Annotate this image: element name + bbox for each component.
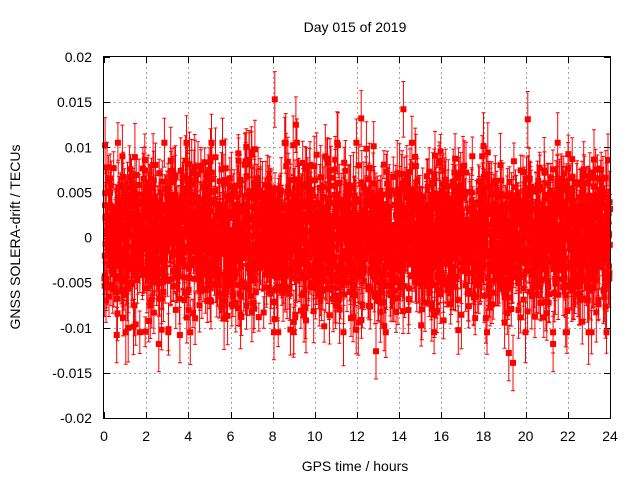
x-tick-label: 18 (476, 428, 492, 444)
x-tick-label: 4 (184, 428, 192, 444)
y-tick-label: -0.015 (52, 365, 92, 381)
chart-title: Day 015 of 2019 (304, 19, 407, 35)
y-tick-label: -0.005 (52, 275, 92, 291)
x-tick-label: 14 (391, 428, 407, 444)
x-axis-ticks: 0 2 4 6 8 10 12 14 16 18 20 22 24 (100, 57, 618, 444)
x-axis-label: GPS time / hours (302, 458, 409, 474)
y-tick-label: 0.02 (65, 49, 92, 65)
data-points (101, 96, 614, 366)
x-tick-label: 20 (518, 428, 534, 444)
x-tick-label: 22 (560, 428, 576, 444)
x-tick-label: 6 (227, 428, 235, 444)
y-tick-label: 0 (84, 230, 92, 246)
y-axis-ticks: -0.02 -0.015 -0.01 -0.005 0 0.005 0.01 0.015 0.0… (52, 49, 610, 426)
x-tick-label: 10 (307, 428, 323, 444)
x-tick-label: 24 (602, 428, 618, 444)
x-tick-label: 8 (269, 428, 277, 444)
y-axis-label: GNSS SOLERA-drift / TECUs (7, 145, 23, 330)
x-tick-label: 12 (349, 428, 365, 444)
y-tick-label: 0.005 (57, 184, 92, 200)
y-tick-label: 0.01 (65, 139, 92, 155)
x-tick-label: 16 (434, 428, 450, 444)
y-tick-label: -0.01 (60, 320, 92, 336)
y-tick-label: 0.015 (57, 94, 92, 110)
x-tick-label: 2 (142, 428, 150, 444)
y-tick-label: -0.02 (60, 410, 92, 426)
x-tick-label: 0 (100, 428, 108, 444)
plot-frame (103, 56, 611, 419)
data-series (101, 71, 614, 392)
